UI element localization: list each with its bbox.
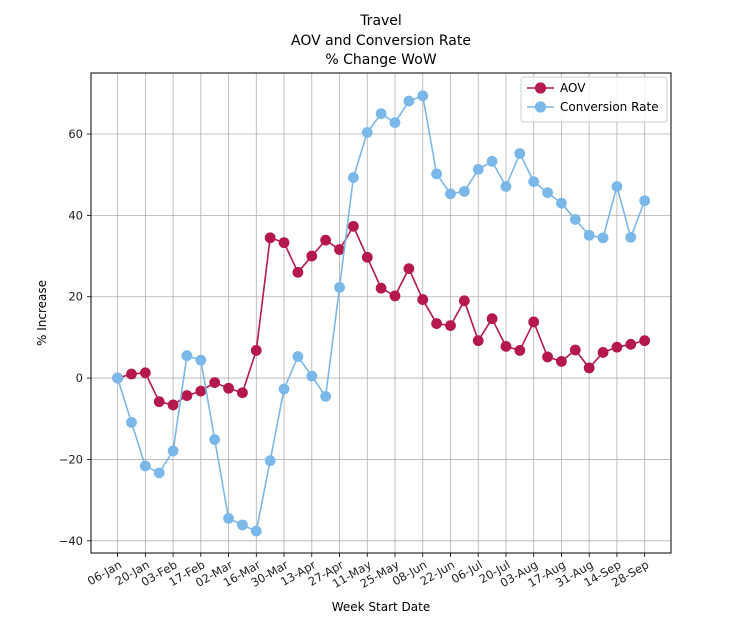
legend-box [520, 76, 668, 123]
series-aov-point [431, 318, 443, 329]
series-aov-point [542, 351, 553, 363]
legend-aov-marker [534, 82, 547, 94]
series-aov-point [292, 266, 304, 278]
series-aov-point [139, 367, 151, 379]
series-conversion-rate-point [556, 197, 567, 209]
series-conversion-rate-point [264, 455, 276, 467]
y-tick-label: −20 [59, 452, 83, 466]
series-aov-point [639, 335, 651, 347]
series-conversion-rate-point [417, 90, 429, 102]
series-aov-point [528, 316, 540, 328]
series-conversion-rate-point [112, 372, 123, 384]
series-aov-point [306, 250, 318, 262]
y-tick-label: 0 [76, 371, 83, 385]
series-aov-point [611, 341, 623, 353]
series-conversion-rate-point [181, 350, 193, 362]
series-conversion-rate-point [514, 148, 526, 159]
series-conversion-rate-point [306, 370, 318, 382]
series-conversion-rate-point [542, 187, 553, 198]
series-aov-point [223, 382, 234, 394]
series-aov-point [445, 320, 456, 332]
series-conversion-rate-point [486, 155, 498, 167]
series-aov-point [278, 237, 290, 249]
series-conversion-rate-point [625, 231, 637, 243]
series-conversion-rate-point [583, 229, 595, 241]
series-conversion-rate-point [167, 445, 179, 457]
series-aov-point [472, 335, 484, 347]
series-conversion-rate-point [209, 434, 221, 445]
series-conversion-rate-point [458, 185, 470, 197]
series-conversion-rate-point [431, 168, 443, 180]
series-aov-point [264, 232, 276, 244]
series-aov-point [347, 220, 359, 232]
series-aov-point [514, 345, 526, 356]
series-aov-point [126, 368, 137, 380]
series-aov-point [417, 294, 429, 305]
series-aov-point [569, 344, 581, 356]
series-conversion-rate-point [334, 281, 345, 293]
series-conversion-rate-point [500, 181, 512, 192]
plot-area-frame [90, 72, 672, 554]
series-conversion-rate-point [403, 95, 415, 107]
series-aov-point [209, 377, 221, 388]
series-aov-point [500, 340, 512, 352]
chart-title-line-2: AOV and Conversion Rate [291, 33, 471, 49]
series-aov-point [195, 385, 207, 397]
series-conversion-rate-point [320, 390, 332, 402]
grid [91, 73, 671, 553]
series-conversion-rate-point [278, 383, 290, 395]
legend-conversion-rate-marker [534, 101, 547, 113]
series-conversion-rate-point [237, 519, 248, 531]
series-aov-point [556, 356, 567, 367]
y-tick-label: −40 [59, 534, 83, 548]
series-aov-point [237, 387, 248, 399]
series-conversion-rate-point [472, 164, 484, 175]
series-aov-point [181, 390, 193, 401]
series-conversion-rate-line [116, 94, 646, 532]
legend-conversion-rate-label: Conversion Rate [560, 100, 659, 114]
series-aov-point [389, 290, 401, 302]
x-axis-label: Week Start Date [332, 600, 431, 614]
series-aov-point [597, 347, 609, 358]
series-conversion-rate-point [569, 214, 581, 225]
series-conversion-rate-point [611, 181, 623, 192]
chart-title-line-3: % Change WoW [325, 52, 436, 68]
series-aov-point [334, 244, 345, 255]
series-conversion-rate-point [597, 232, 609, 244]
series-conversion-rate-point [639, 195, 651, 207]
series-conversion-rate-point [347, 172, 359, 183]
series-conversion-rate-point [445, 188, 456, 200]
series-conversion-rate-point [223, 513, 234, 524]
series-aov-point [167, 399, 179, 411]
chart-title-line-1: Travel [359, 13, 402, 29]
series-aov-point [375, 282, 387, 294]
y-tick-label: 60 [68, 127, 83, 141]
legend-aov-label: AOV [560, 81, 586, 95]
series-conversion-rate-point [250, 525, 262, 537]
series-aov-point [486, 313, 498, 325]
series-aov-point [250, 345, 262, 356]
series-conversion-rate-point [126, 417, 137, 428]
series-conversion-rate-point [195, 354, 207, 366]
series-layer [112, 90, 651, 537]
series-aov-point [583, 362, 595, 374]
series-conversion-rate-point [389, 117, 401, 129]
series-conversion-rate-point [292, 351, 304, 362]
series-conversion-rate-point [361, 126, 373, 138]
series-conversion-rate-point [153, 467, 165, 479]
series-aov-point [458, 295, 470, 307]
series-aov-point [320, 234, 332, 246]
series-conversion-rate-point [139, 460, 151, 472]
legend: AOV Conversion Rate [520, 76, 668, 123]
series-conversion-rate-point [528, 176, 540, 188]
y-axis-label: % Increase [35, 280, 49, 346]
y-tick-label: 40 [68, 208, 83, 222]
series-aov-point [361, 251, 373, 263]
series-conversion-rate-point [375, 108, 387, 120]
y-tick-label: 20 [68, 290, 83, 304]
series-aov-point [625, 338, 637, 350]
series-aov-point [153, 396, 165, 408]
series-aov-point [403, 263, 415, 275]
